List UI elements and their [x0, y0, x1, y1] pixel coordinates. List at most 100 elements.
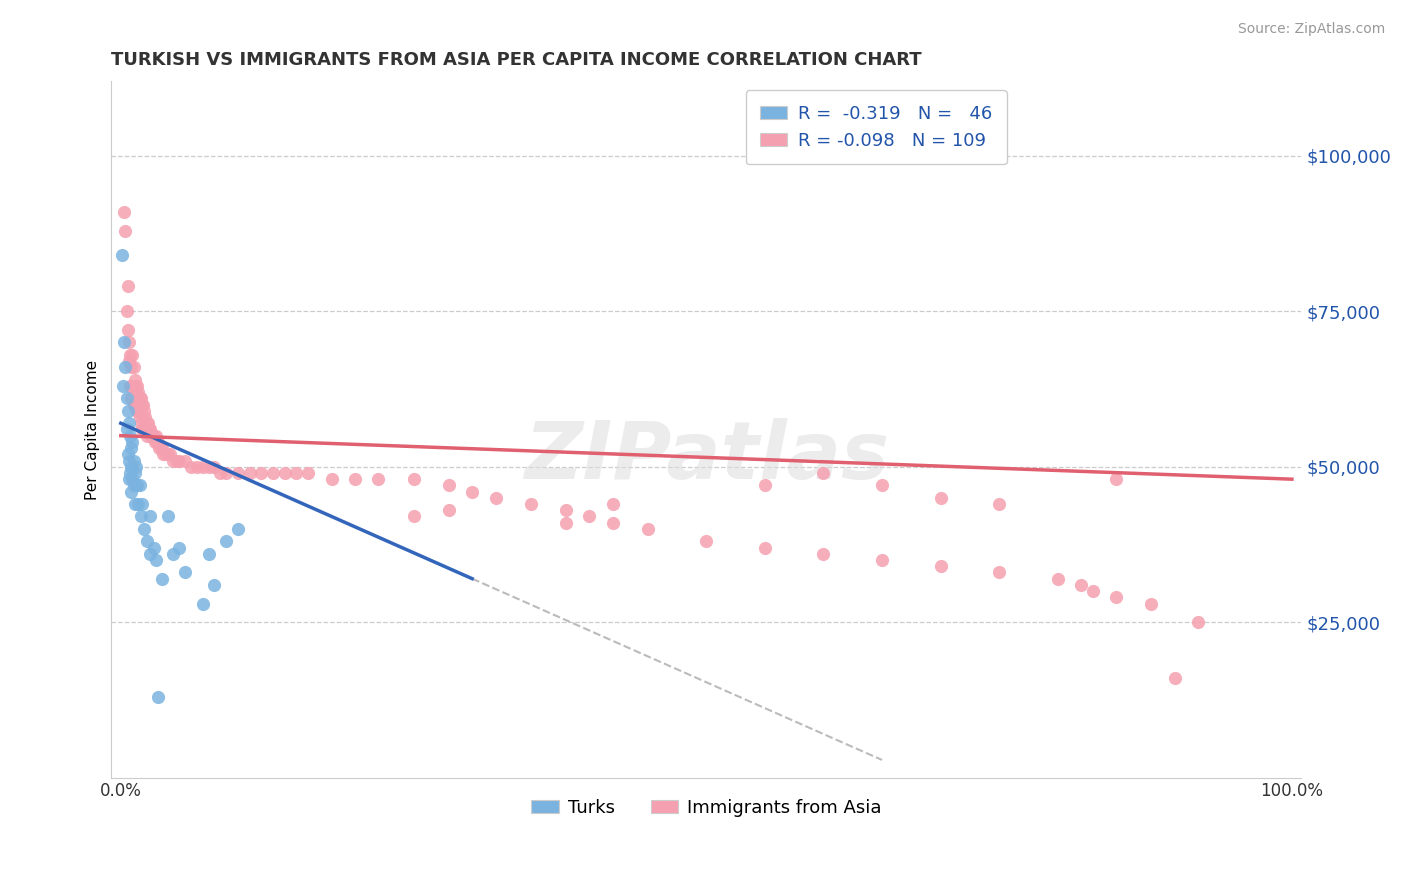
Point — [118, 416, 141, 430]
Point — [215, 534, 238, 549]
Point — [204, 459, 226, 474]
Point — [112, 335, 135, 350]
Point — [162, 547, 184, 561]
Point — [554, 516, 576, 530]
Point — [114, 360, 136, 375]
Point — [437, 503, 460, 517]
Point — [127, 404, 149, 418]
Point — [554, 503, 576, 517]
Point — [121, 379, 143, 393]
Point — [148, 690, 170, 704]
Point — [602, 497, 624, 511]
Point — [197, 459, 219, 474]
Point — [148, 441, 170, 455]
Point — [159, 447, 181, 461]
Point — [122, 398, 145, 412]
Point — [461, 484, 484, 499]
Point — [186, 459, 208, 474]
Point — [132, 398, 155, 412]
Point — [1105, 472, 1128, 486]
Point — [149, 441, 172, 455]
Point — [135, 534, 157, 549]
Point — [180, 459, 202, 474]
Point — [117, 279, 139, 293]
Point — [174, 453, 197, 467]
Point — [127, 478, 149, 492]
Text: TURKISH VS IMMIGRANTS FROM ASIA PER CAPITA INCOME CORRELATION CHART: TURKISH VS IMMIGRANTS FROM ASIA PER CAPI… — [111, 51, 922, 69]
Point — [131, 398, 153, 412]
Point — [145, 553, 167, 567]
Point — [1081, 584, 1104, 599]
Point — [121, 434, 143, 449]
Point — [870, 553, 893, 567]
Point — [1070, 578, 1092, 592]
Point — [297, 466, 319, 480]
Point — [162, 453, 184, 467]
Point — [155, 447, 177, 461]
Point — [145, 428, 167, 442]
Point — [226, 522, 249, 536]
Point — [120, 348, 142, 362]
Point — [209, 466, 232, 480]
Point — [166, 453, 188, 467]
Point — [1046, 572, 1069, 586]
Point — [437, 478, 460, 492]
Point — [120, 428, 142, 442]
Point — [125, 478, 148, 492]
Point — [1187, 615, 1209, 629]
Point — [120, 392, 142, 406]
Point — [124, 398, 146, 412]
Point — [124, 373, 146, 387]
Point — [115, 392, 138, 406]
Point — [141, 428, 163, 442]
Point — [142, 428, 165, 442]
Text: ZIPatlas: ZIPatlas — [524, 418, 889, 496]
Point — [146, 434, 169, 449]
Point — [118, 472, 141, 486]
Point — [134, 422, 156, 436]
Point — [813, 466, 835, 480]
Point — [1140, 597, 1163, 611]
Point — [117, 447, 139, 461]
Point — [274, 466, 297, 480]
Point — [115, 422, 138, 436]
Point — [120, 484, 142, 499]
Point — [139, 422, 162, 436]
Point — [174, 566, 197, 580]
Point — [127, 497, 149, 511]
Point — [125, 379, 148, 393]
Y-axis label: Per Capita Income: Per Capita Income — [86, 359, 100, 500]
Point — [128, 392, 150, 406]
Point — [135, 428, 157, 442]
Point — [125, 459, 148, 474]
Point — [115, 304, 138, 318]
Point — [150, 441, 173, 455]
Point — [250, 466, 273, 480]
Point — [139, 509, 162, 524]
Point — [813, 547, 835, 561]
Point — [150, 572, 173, 586]
Point — [121, 348, 143, 362]
Point — [120, 379, 142, 393]
Point — [118, 354, 141, 368]
Point — [122, 453, 145, 467]
Point — [127, 385, 149, 400]
Point — [519, 497, 541, 511]
Point — [152, 447, 174, 461]
Point — [148, 434, 170, 449]
Point — [484, 491, 506, 505]
Point — [602, 516, 624, 530]
Point — [131, 422, 153, 436]
Legend: Turks, Immigrants from Asia: Turks, Immigrants from Asia — [524, 792, 889, 824]
Point — [134, 404, 156, 418]
Point — [134, 410, 156, 425]
Point — [122, 360, 145, 375]
Point — [136, 416, 159, 430]
Point — [114, 223, 136, 237]
Point — [120, 441, 142, 455]
Point — [204, 578, 226, 592]
Point — [125, 398, 148, 412]
Point — [118, 335, 141, 350]
Point — [135, 416, 157, 430]
Point — [988, 566, 1011, 580]
